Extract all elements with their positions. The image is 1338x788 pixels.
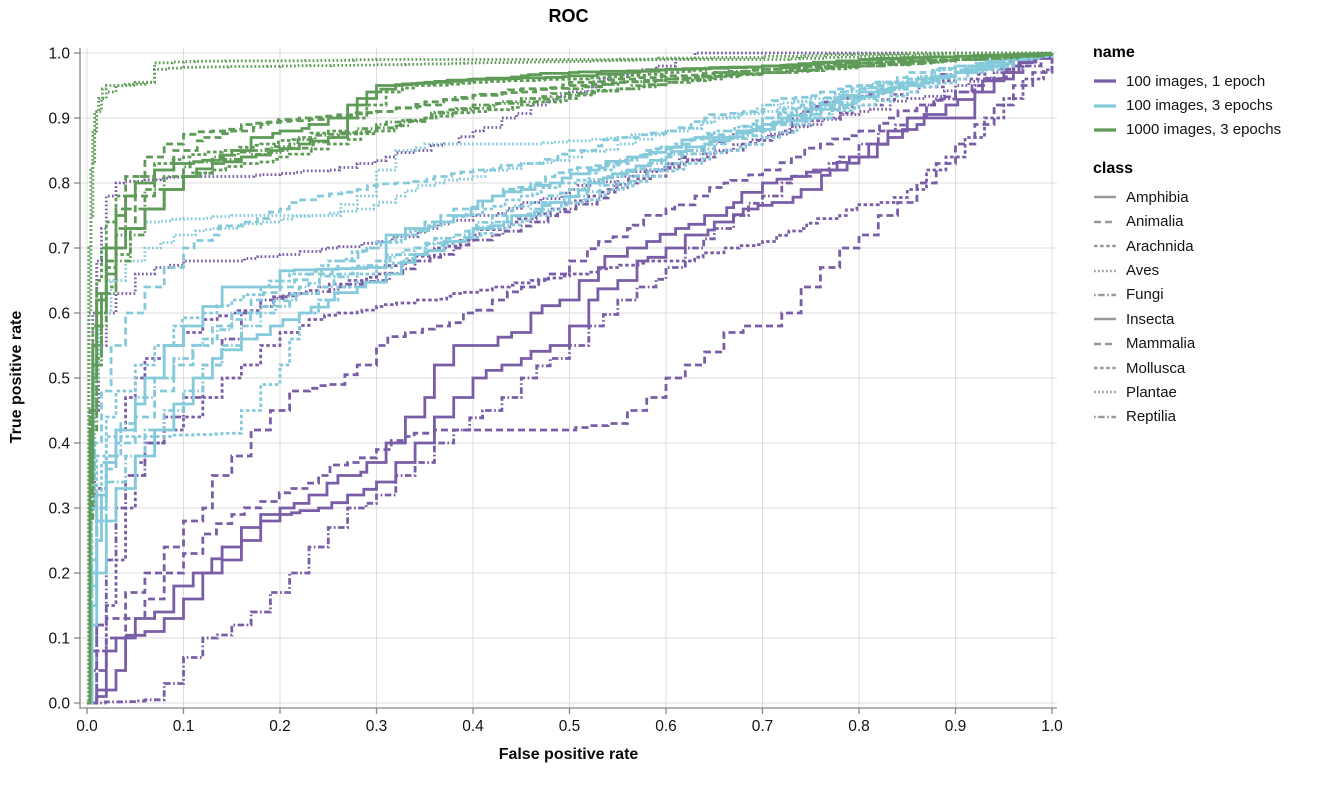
roc-curves (87, 51, 1054, 705)
legend-item-arachnida: Arachnida (1093, 234, 1281, 258)
legend-swatch-color-icon (1093, 126, 1117, 134)
y-tick-label: 0.6 (48, 306, 70, 323)
y-tick-label: 0.9 (48, 111, 70, 128)
roc-curve-mollusca-1000-3 (87, 52, 1054, 705)
legend-swatch-dash-icon (1093, 364, 1117, 372)
legend-label: Insecta (1126, 310, 1175, 328)
legend-item-mollusca: Mollusca (1093, 356, 1281, 380)
roc-curve-fungi-100-3 (87, 53, 1054, 705)
legend-swatch-dash-icon (1093, 388, 1117, 396)
roc-curve-reptilia-1000-3 (87, 52, 1054, 705)
legend-swatch-dash-icon (1093, 340, 1117, 348)
legend-item-mammalia: Mammalia (1093, 332, 1281, 356)
legend-item-insecta: Insecta (1093, 307, 1281, 331)
legend-item-1000-images-3-epochs: 1000 images, 3 epochs (1093, 118, 1281, 142)
legend-group-class: class Amphibia Animalia Arachnida Aves Fungi I… (1093, 160, 1281, 429)
x-tick-label: 0.0 (76, 718, 98, 735)
roc-curve-reptilia-100-3 (87, 53, 1054, 705)
roc-curve-amphibia-100-3 (87, 53, 1054, 705)
legend: name 100 images, 1 epoch 100 images, 3 epo… (1093, 44, 1281, 429)
x-tick-label: 0.1 (173, 718, 195, 735)
roc-curve-aves-100-1 (87, 51, 1052, 705)
legend-label: Mammalia (1126, 335, 1196, 353)
legend-item-plantae: Plantae (1093, 380, 1281, 404)
y-tick-label: 0.4 (48, 436, 70, 453)
y-tick-label: 0.2 (48, 566, 70, 583)
axes: 0.0 0.1 0.2 0.3 0.4 0.5 0.6 0.7 0.8 0.9 1.0 0.0 0.1 0… (48, 46, 1063, 736)
legend-label: Amphibia (1126, 188, 1189, 206)
roc-curve-insecta-100-1 (87, 53, 1054, 705)
x-tick-label: 0.9 (945, 718, 967, 735)
x-tick-label: 0.7 (752, 718, 774, 735)
x-tick-label: 0.2 (269, 718, 291, 735)
y-tick-label: 0.3 (48, 501, 70, 518)
roc-curve-animalia-100-1 (87, 53, 1054, 705)
x-tick-label: 0.6 (655, 718, 677, 735)
legend-item-100-images-1-epoch: 100 images, 1 epoch (1093, 69, 1281, 93)
legend-swatch-color-icon (1093, 102, 1117, 110)
legend-label: Aves (1126, 262, 1160, 280)
roc-curve-amphibia-100-1 (87, 53, 1054, 705)
legend-swatch-dash-icon (1093, 242, 1117, 250)
legend-swatch-dash-icon (1093, 267, 1117, 275)
x-axis-title: False positive rate (498, 746, 639, 763)
x-tick-label: 1.0 (1041, 718, 1063, 735)
legend-label: Animalia (1126, 213, 1184, 231)
roc-curve-aves-1000-3 (87, 51, 1052, 705)
legend-item-amphibia: Amphibia (1093, 185, 1281, 209)
chart-title: ROC (548, 6, 589, 26)
roc-curve-mollusca-100-1 (87, 53, 1054, 705)
y-tick-label: 0.7 (48, 241, 70, 258)
legend-label: 1000 images, 3 epochs (1126, 121, 1282, 139)
roc-curve-mammalia-100-1 (87, 53, 1054, 705)
legend-item-aves: Aves (1093, 258, 1281, 282)
x-tick-label: 0.8 (848, 718, 870, 735)
legend-item-fungi: Fungi (1093, 283, 1281, 307)
legend-swatch-dash-icon (1093, 193, 1117, 201)
roc-curve-plantae-1000-3 (87, 51, 1052, 705)
legend-swatch-dash-icon (1093, 291, 1117, 299)
legend-label: Arachnida (1126, 237, 1194, 255)
legend-swatch-dash-icon (1093, 315, 1117, 323)
legend-label: Mollusca (1126, 359, 1186, 377)
legend-item-animalia: Animalia (1093, 210, 1281, 234)
legend-label: Reptilia (1126, 408, 1177, 426)
y-axis-title: True positive rate (8, 310, 25, 444)
legend-item-reptilia: Reptilia (1093, 405, 1281, 429)
roc-curve-animalia-100-3 (87, 53, 1054, 705)
legend-label: Fungi (1126, 286, 1164, 304)
legend-item-100-images-3-epochs: 100 images, 3 epochs (1093, 93, 1281, 117)
y-tick-label: 0.8 (48, 176, 70, 193)
legend-swatch-dash-icon (1093, 413, 1117, 421)
y-tick-label: 1.0 (48, 46, 70, 63)
legend-group-name: name 100 images, 1 epoch 100 images, 3 epo… (1093, 44, 1281, 142)
legend-label: 100 images, 1 epoch (1126, 72, 1266, 90)
x-tick-label: 0.5 (559, 718, 581, 735)
y-tick-label: 0.1 (48, 631, 70, 648)
x-tick-label: 0.4 (462, 718, 484, 735)
y-tick-label: 0.0 (48, 696, 70, 713)
legend-label: 100 images, 3 epochs (1126, 97, 1273, 115)
legend-label: Plantae (1126, 383, 1177, 401)
roc-curve-mollusca-100-3 (87, 53, 1054, 705)
legend-swatch-dash-icon (1093, 218, 1117, 226)
y-tick-label: 0.5 (48, 371, 70, 388)
legend-title-name: name (1093, 44, 1135, 61)
roc-curve-arachnida-1000-3 (87, 52, 1054, 705)
roc-curve-insecta-1000-3 (87, 52, 1054, 705)
roc-curve-plantae-100-1 (87, 53, 1054, 705)
legend-title-class: class (1093, 160, 1134, 178)
legend-swatch-color-icon (1093, 77, 1117, 85)
x-tick-label: 0.3 (366, 718, 388, 735)
